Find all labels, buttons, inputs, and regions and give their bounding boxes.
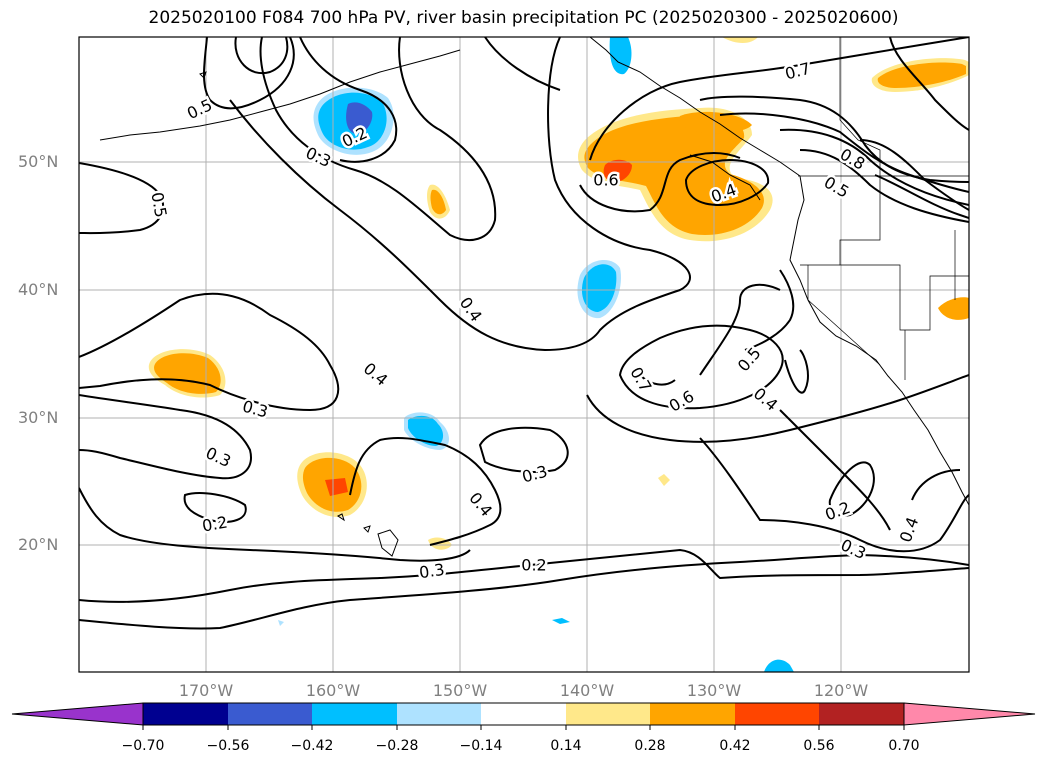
colorbar-extend-left	[11, 702, 144, 726]
contour-label: 0.2	[201, 512, 229, 535]
coastlines	[99, 37, 969, 557]
precip-positive-area	[658, 474, 670, 486]
colorbar-tick-label: 0.14	[550, 738, 582, 754]
map-title: 2025020100 F084 700 hPa PV, river basin …	[148, 8, 899, 28]
colorbar-bin	[650, 703, 735, 725]
lon-label: 120°W	[813, 681, 869, 700]
precip-positive-area	[679, 111, 752, 134]
contour-label: 0.5	[734, 344, 765, 376]
lat-label: 20°N	[18, 535, 59, 554]
precip-positive-area	[938, 297, 969, 320]
lat-label: 40°N	[18, 280, 59, 299]
precip-negative-area	[581, 264, 617, 312]
contour-label: 0.3	[418, 560, 446, 582]
lon-label: 150°W	[432, 681, 488, 700]
colorbar-extend-right	[903, 702, 1036, 726]
precip-positive-area	[430, 189, 446, 215]
map-frame	[78, 36, 970, 673]
colorbar-bin	[566, 703, 650, 725]
lon-label: 170°W	[178, 681, 234, 700]
contour-label: 0.2	[521, 556, 546, 575]
contour-label: 0.5	[147, 191, 170, 219]
colorbar-bin	[481, 703, 566, 725]
colorbar-tick-label: −0.42	[290, 738, 334, 754]
precip-positive-area	[877, 62, 966, 88]
colorbar-bin	[397, 703, 481, 725]
colorbar-bin	[228, 703, 312, 725]
contour-labels: 0.5 0.2 0.3 0.5 0.7 0.6 0.4 0.8 0.5 0.4 …	[145, 56, 925, 585]
colorbar-tick-label: −0.14	[459, 738, 503, 754]
precip-positive-area	[722, 37, 758, 44]
map-area: 0.5 0.2 0.3 0.5 0.7 0.6 0.4 0.8 0.5 0.4 …	[79, 37, 969, 672]
precip-positive-area	[603, 159, 632, 183]
contour-label: 0.4	[465, 489, 496, 521]
colorbar-tick-label: −0.28	[375, 738, 419, 754]
precip-negative-area	[764, 659, 794, 672]
contour-label: 0.5	[821, 173, 853, 202]
precip-shading	[148, 37, 969, 672]
graticule	[79, 37, 969, 672]
colorbar-bin	[819, 703, 904, 725]
colorbar-bin	[735, 703, 819, 725]
lon-label: 130°W	[686, 681, 742, 700]
precip-negative-area	[278, 620, 284, 626]
colorbar-bin	[143, 703, 228, 725]
contour-label: 0.6	[593, 171, 618, 190]
colorbar-tick-label: 0.70	[888, 738, 920, 754]
contour-label: 0.7	[783, 59, 813, 84]
colorbar	[11, 702, 1036, 730]
colorbar-tick-label: 0.56	[803, 738, 835, 754]
contour-label: 0.4	[896, 514, 923, 544]
political-borders	[798, 37, 969, 380]
pv-contours	[79, 37, 969, 630]
precip-negative-area	[408, 415, 444, 446]
contour-label: 0.6	[666, 387, 698, 416]
contour-label: 0.3	[203, 443, 234, 471]
precip-negative-area	[609, 37, 632, 75]
colorbar-tick-label: 0.42	[719, 738, 751, 754]
contour-label: 0.4	[360, 359, 392, 390]
colorbar-tick-label: −0.70	[121, 738, 165, 754]
lat-label: 30°N	[18, 408, 59, 427]
contour-label: 0.3	[838, 535, 869, 563]
contour-label: 0.4	[750, 384, 782, 415]
precip-negative-area	[346, 102, 373, 134]
contour-label: 0.2	[822, 498, 852, 525]
lon-label: 160°W	[305, 681, 361, 700]
lon-label: 140°W	[559, 681, 615, 700]
precip-negative-area	[552, 618, 570, 624]
precip-positive-area	[325, 478, 348, 496]
contour-label: 0.3	[520, 462, 550, 487]
lat-label: 50°N	[18, 152, 59, 171]
colorbar-bin	[312, 703, 397, 725]
colorbar-outline	[142, 702, 905, 726]
colorbar-tick-label: −0.56	[206, 738, 250, 754]
colorbar-tick-label: 0.28	[634, 738, 666, 754]
